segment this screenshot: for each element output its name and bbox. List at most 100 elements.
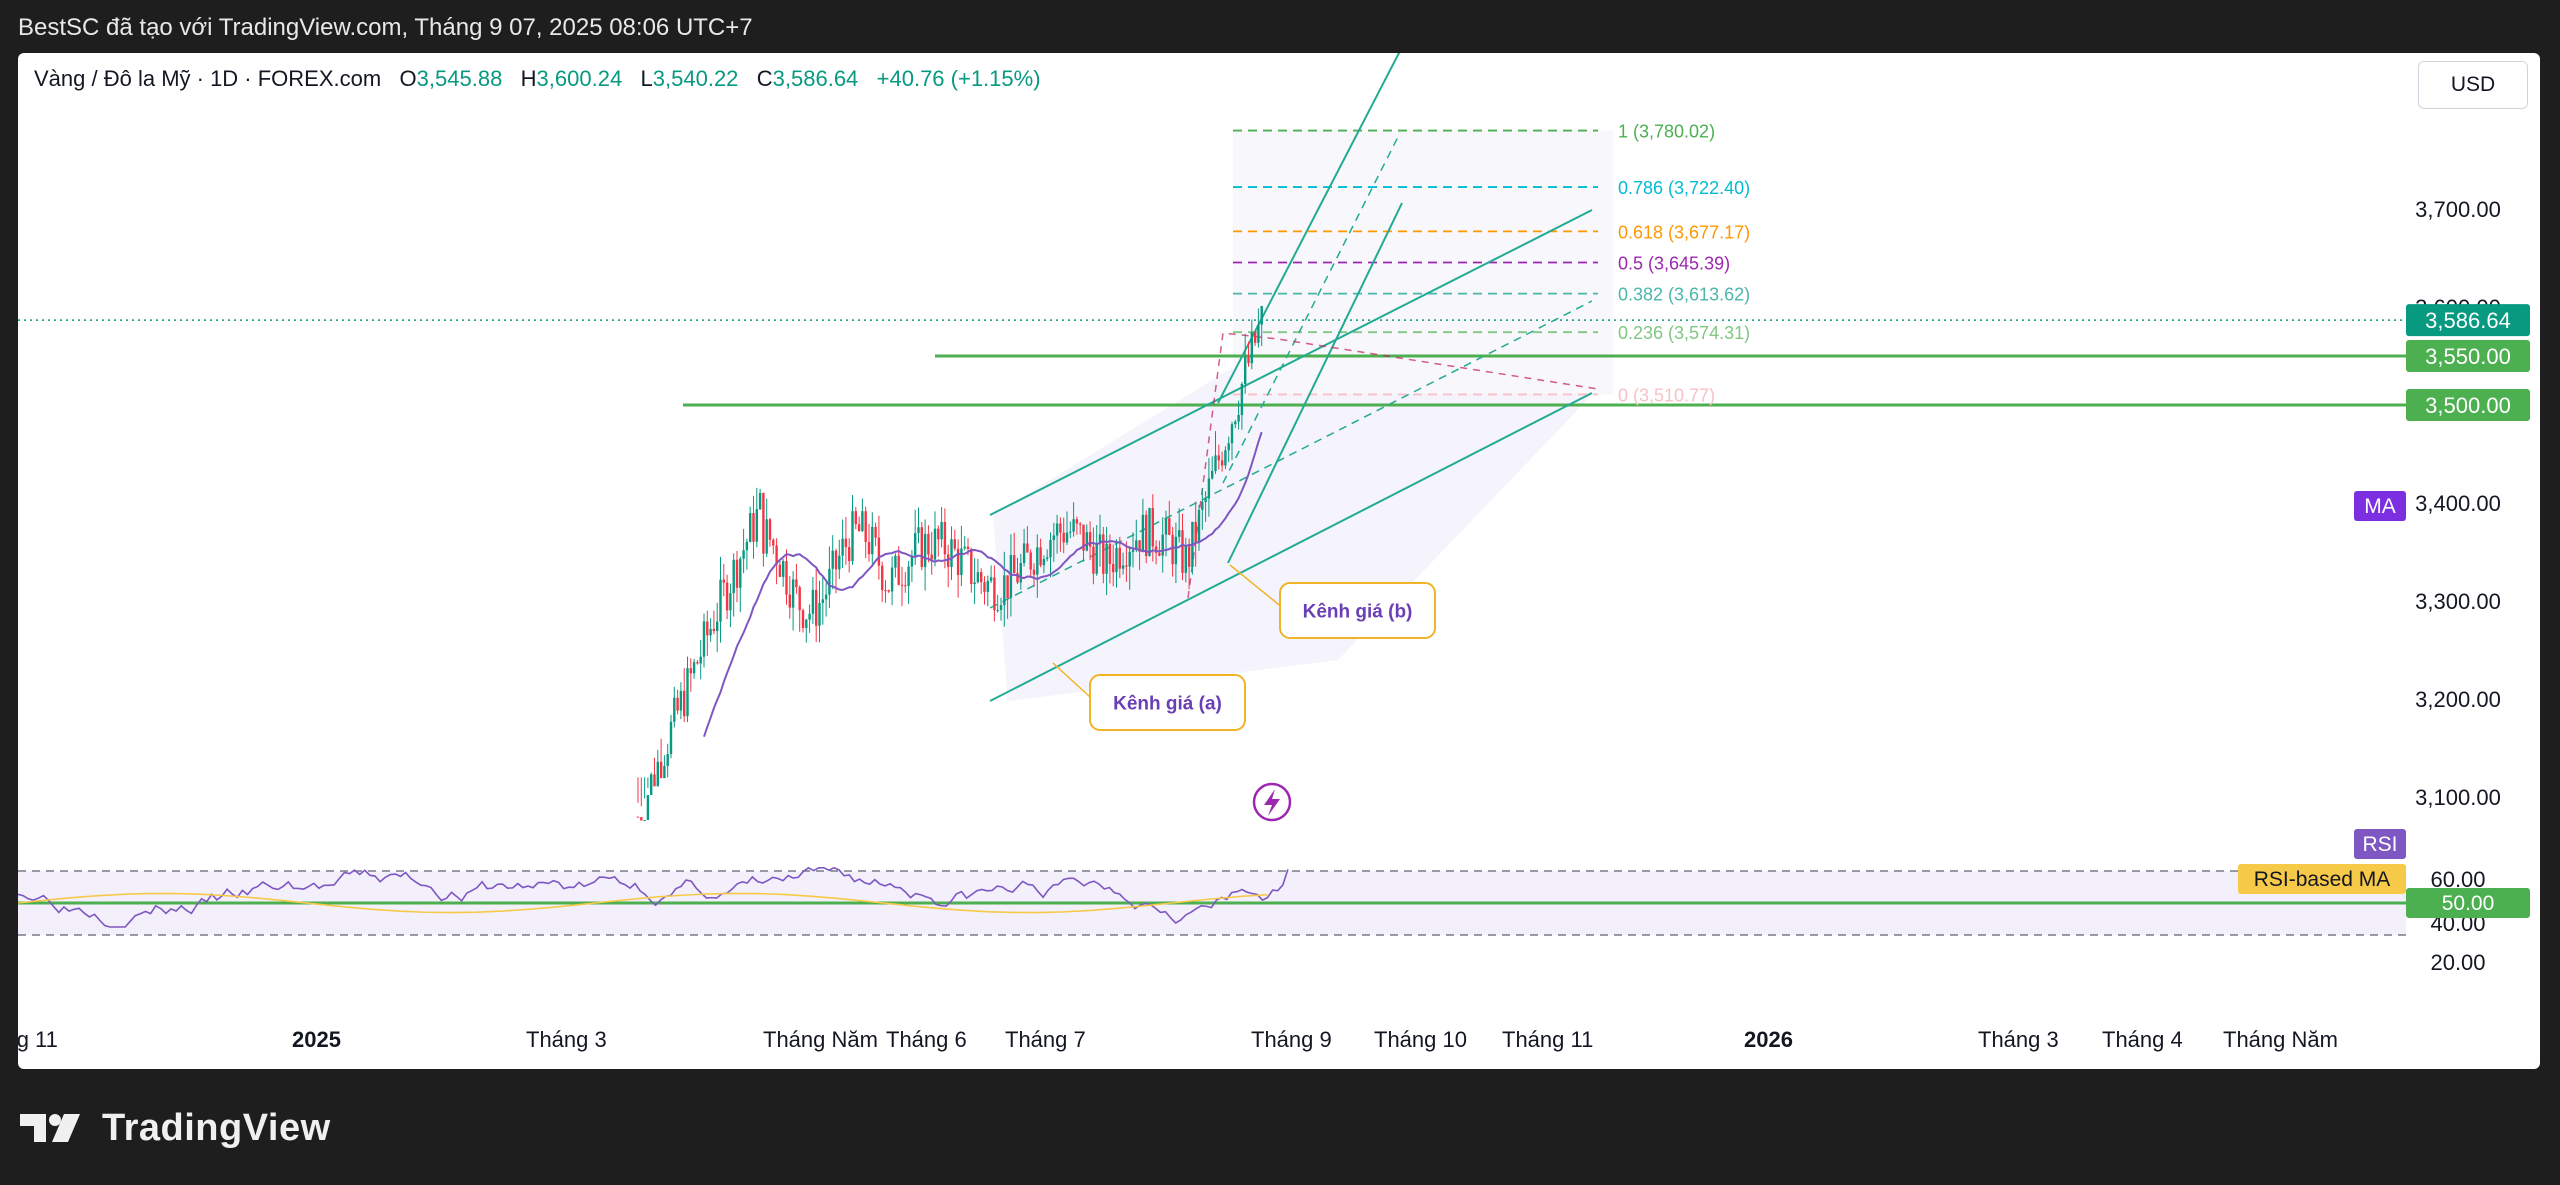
candle-body-156	[1151, 508, 1154, 547]
candle-body-144	[1112, 564, 1115, 573]
candle-body-58	[828, 568, 831, 595]
candle-body-143	[1108, 543, 1112, 565]
time-axis-label-2: Tháng 3	[526, 1027, 607, 1052]
candle-body-23	[712, 628, 716, 632]
open-value: 3,545.88	[416, 66, 503, 91]
price-tag-1	[2406, 340, 2530, 372]
candle-body-135	[1082, 524, 1085, 551]
candle-body-36	[755, 509, 758, 542]
callout-pointer-1	[1229, 564, 1287, 612]
candle-body-128	[1059, 523, 1062, 533]
rsi-ma-tag-bg	[2238, 864, 2406, 894]
rsi-ma-line	[18, 892, 1268, 914]
candle-body-21	[706, 621, 709, 636]
candle-body-77	[890, 567, 894, 592]
candle-body-14	[683, 690, 686, 717]
candle-body-71	[871, 526, 874, 555]
ma-line	[703, 431, 1263, 738]
channel-b-median	[1222, 132, 1401, 484]
candle-body-10	[669, 721, 673, 755]
candle-body-189	[1260, 305, 1263, 325]
tradingview-logo-icon	[20, 1114, 80, 1142]
candle-body-113	[1009, 555, 1013, 599]
candle-body-123	[1042, 559, 1046, 566]
candle-body-18	[696, 662, 699, 664]
candle-body-80	[900, 584, 904, 586]
candle-body-49	[798, 587, 801, 611]
candle-body-50	[801, 610, 805, 628]
candle-body-92	[940, 521, 943, 540]
candle-body-182	[1237, 414, 1240, 422]
change-value: +40.76 (+1.15%)	[876, 66, 1041, 91]
candle-body-169	[1194, 521, 1197, 543]
candle-body-63	[844, 538, 848, 548]
candle-body-104	[980, 572, 983, 583]
chart-panel[interactable]: 1 (3,780.02) 0.786 (3,722.40) 0.618 (3,677…	[18, 53, 2540, 1069]
candle-body-188	[1257, 324, 1260, 343]
candle-body-3	[646, 795, 650, 820]
callout-text-1: Kênh giá (b)	[1303, 602, 1413, 623]
candle-body-167	[1187, 546, 1191, 567]
candle-body-68	[861, 511, 864, 532]
candle-body-69	[864, 511, 867, 543]
candle-body-12	[676, 697, 679, 711]
candle-body-60	[834, 550, 838, 570]
candle-body-55	[818, 602, 821, 626]
lightning-glyph	[1264, 789, 1280, 816]
candle-body-62	[841, 538, 844, 556]
candle-body-122	[1039, 547, 1042, 566]
candle-body-88	[927, 533, 930, 555]
price-tag-text-0: 3,586.64	[2425, 308, 2511, 333]
currency-button[interactable]: USD	[2418, 61, 2528, 109]
candle-body-90	[933, 528, 937, 560]
candle-body-111	[1003, 575, 1006, 606]
price-tag-text-1: 3,550.00	[2425, 344, 2511, 369]
candle-body-72	[874, 526, 877, 538]
candle-body-42	[775, 545, 778, 565]
candle-body-87	[923, 533, 927, 567]
candle-body-183	[1240, 383, 1244, 415]
candle-body-54	[815, 589, 818, 626]
candle-body-108	[993, 577, 996, 611]
ma-tag: MA	[2364, 495, 2396, 518]
fib-label-1: 0.786 (3,722.40)	[1618, 178, 1750, 198]
candle-body-184	[1244, 357, 1247, 384]
channel-a-upper	[989, 209, 1593, 516]
candle-body-35	[752, 513, 755, 542]
candle-body-75	[884, 590, 887, 592]
fib-label-6: 0 (3,510.77)	[1618, 385, 1715, 405]
candle-body-140	[1098, 534, 1102, 544]
candle-body-105	[983, 582, 986, 592]
candle-body-180	[1230, 424, 1234, 444]
high-label: H	[520, 66, 537, 91]
candle-body-19	[699, 656, 702, 664]
symbol-title[interactable]: Vàng / Đô la Mỹ · 1D · FOREX.com	[34, 66, 382, 91]
candle-body-70	[867, 542, 871, 555]
time-axis-label-9: 2026	[1744, 1027, 1793, 1052]
rsi-tag: RSI	[2362, 833, 2397, 856]
candle-body-47	[791, 579, 795, 608]
candle-body-100	[966, 546, 970, 550]
candle-body-8	[663, 766, 666, 779]
candle-body-154	[1145, 514, 1148, 557]
candle-body-66	[854, 511, 857, 525]
rsi-level-tag: 50.00	[2442, 892, 2495, 915]
candle-body-86	[920, 527, 923, 567]
candle-body-43	[778, 564, 782, 577]
candle-body-78	[894, 555, 897, 568]
candle-body-179	[1227, 443, 1230, 451]
candle-body-186	[1250, 332, 1253, 364]
fib-label-2: 0.618 (3,677.17)	[1618, 222, 1750, 242]
time-axis-label-3: Tháng Năm	[763, 1027, 878, 1052]
candle-body-97	[956, 548, 960, 576]
candle-body-5	[653, 774, 656, 787]
candle-body-95	[950, 539, 953, 567]
price-chart[interactable]: 1 (3,780.02) 0.786 (3,722.40) 0.618 (3,677…	[18, 53, 2540, 1069]
candle-body-81	[904, 585, 907, 587]
candle-body-112	[1006, 575, 1009, 599]
price-tick-label: 3,100.00	[2415, 785, 2501, 810]
candle-body-166	[1184, 546, 1187, 573]
candle-body-96	[953, 539, 956, 549]
candle-body-93	[943, 521, 947, 555]
time-axis-label-8: Tháng 11	[1502, 1027, 1593, 1052]
